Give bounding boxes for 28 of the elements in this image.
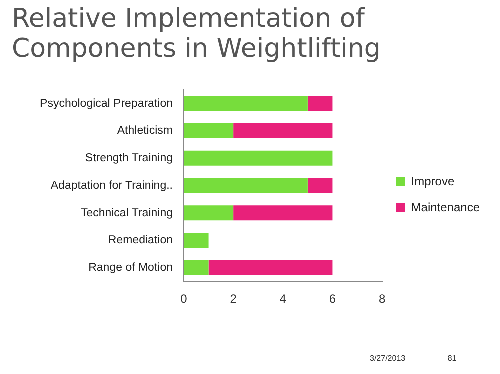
chart-title: Relative Implementation of Components in Weightlifting — [12, 4, 382, 64]
bar — [184, 96, 308, 112]
bar — [184, 178, 308, 194]
bar — [184, 150, 333, 166]
x-tick-label: 2 — [230, 292, 238, 306]
x-tick-label: 8 — [378, 292, 386, 306]
x-tick-label: 6 — [329, 292, 336, 306]
bar — [308, 178, 333, 194]
bar — [208, 260, 333, 276]
bar — [184, 123, 234, 139]
text: 3/27/2013 81 — [370, 354, 457, 363]
legend-label: Improve — [411, 174, 455, 188]
y-tick-label: Athleticism — [117, 125, 173, 138]
bar — [234, 206, 333, 221]
y-tick-label: Adaptation for Training.. — [50, 180, 173, 192]
y-tick-label: Strength Training — [85, 152, 173, 165]
y-tick-label: Psychological Preparation — [40, 98, 173, 110]
bar — [308, 96, 333, 112]
y-tick-label: Range of Motion — [88, 262, 173, 274]
bar — [184, 260, 209, 276]
y-tick-label: Remediation — [108, 234, 173, 247]
bar — [234, 123, 333, 139]
legend-label: Maintenance — [411, 200, 480, 214]
x-tick-label: 0 — [180, 292, 188, 306]
bar — [184, 232, 209, 248]
bar — [184, 206, 234, 221]
y-tick-label: Technical Training — [80, 207, 173, 220]
x-tick-label: 4 — [280, 292, 287, 306]
